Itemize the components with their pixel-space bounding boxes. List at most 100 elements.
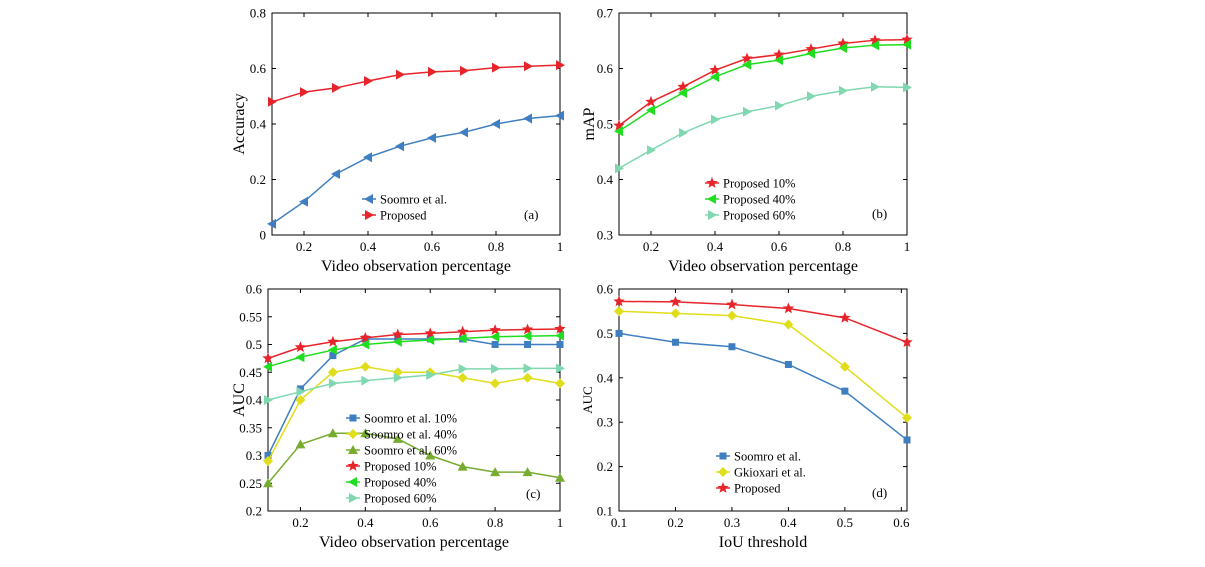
panel-c-data-point [456, 325, 469, 337]
panel-c-data-point [393, 372, 403, 383]
panel-c-data-point [392, 336, 402, 347]
panel-b-data-point [647, 145, 656, 156]
panel-d-data-point [671, 338, 679, 346]
panel-a-data-point [395, 141, 404, 152]
panel-c-data-point [327, 367, 338, 378]
panel-c-ylabel: AUC [231, 383, 248, 417]
panel-b-data-point [743, 106, 752, 117]
panel-c-series-4 [263, 330, 564, 372]
panel-a-data-point [459, 127, 468, 138]
panel-c-data-point [360, 339, 370, 350]
panel-b-data-point [773, 48, 785, 60]
panel-d-data-point [784, 360, 792, 368]
panel-c-data-point [458, 363, 468, 374]
panel-a-data-point [524, 61, 533, 72]
panel-b-data-point [709, 64, 721, 76]
panel-d-series-2 [613, 295, 913, 348]
panel-b-data-point [645, 95, 657, 107]
panel-c-series-line [267, 367, 560, 401]
panel-b-series-line [618, 43, 908, 132]
panel-b-legend-label: Proposed 60% [723, 209, 796, 223]
panel-c-xtick-label: 0.8 [487, 515, 503, 530]
panel-c-data-point [263, 361, 272, 372]
panel-c-data-point [328, 378, 338, 389]
panel-a-ylabel: Accuracy [231, 93, 248, 154]
panel-d-xtick-label: 0.6 [893, 515, 910, 530]
panel-c-data-point [295, 352, 305, 363]
panel-c-legend-label: Soomro et al. 60% [364, 444, 457, 458]
panel-d-legend-marker [719, 452, 727, 460]
panel-d-legend-label: Proposed [734, 482, 781, 496]
panel-b: 0.2 0.4 0.6 0.8 1 0.3 0.4 0.5 0.6 0.7 Video observ… [581, 6, 913, 275]
panel-d-series-line [618, 310, 908, 419]
panel-d-data-point [670, 308, 681, 319]
panel-a-xtick-label: 0.4 [360, 239, 377, 254]
panel-d-ytick-label: 0.2 [597, 459, 613, 474]
panel-c-data-point [522, 331, 532, 342]
panel-a-data-point [428, 66, 437, 77]
panel-b-data-point [838, 42, 847, 53]
panel-c-data-point [556, 363, 565, 374]
panel-c-series-5 [264, 363, 565, 405]
panel-a-ytick-label: 0 [260, 228, 267, 243]
panel-a-series-1 [268, 60, 565, 107]
panel-d-xlabel: IoU threshold [719, 534, 807, 551]
panel-b-data-point [615, 163, 624, 174]
panel-c-xtick-label: 0.2 [292, 515, 308, 530]
panel-c-data-point [295, 439, 306, 449]
panel-b-xlabel: Video observation percentage [668, 258, 858, 275]
panel-c-data-point [426, 370, 436, 381]
panel-d-series-1 [614, 306, 912, 423]
panel-c-ytick-label: 0.55 [239, 309, 262, 324]
panel-d-xtick-label: 0.2 [667, 515, 683, 530]
panel-d-data-point [782, 302, 795, 314]
panel-b-xtick-label: 0.4 [707, 239, 724, 254]
panel-c-series-2 [263, 428, 565, 488]
panel-c-ytick-label: 0.25 [239, 476, 262, 491]
panel-c-legend-marker [349, 493, 358, 503]
panel-b-legend-marker [708, 210, 717, 220]
panel-d-data-point [839, 361, 850, 372]
panel-c-data-point [522, 372, 533, 383]
panel-a-data-point [267, 218, 276, 229]
panel-c-data-point [490, 378, 501, 389]
panel-c-ytick-label: 0.5 [246, 337, 262, 352]
panel-b-data-point [839, 85, 848, 96]
panel-a-xlabel: Video observation percentage [321, 258, 511, 275]
panel-a-data-point [396, 69, 405, 80]
panel-d-data-point [902, 412, 912, 423]
panel-c-legend-label: Proposed 60% [364, 492, 437, 506]
panel-c-data-point [490, 467, 501, 477]
panel-c-legend-label: Proposed 40% [364, 476, 437, 490]
panel-b-data-point [903, 82, 912, 93]
panel-d-ytick-label: 0.4 [597, 370, 614, 385]
panel-a-data-point [364, 75, 373, 86]
panel-c-xtick-label: 1 [557, 515, 564, 530]
panel-b-series-line [618, 38, 908, 127]
panel-d-data-point [614, 306, 624, 317]
panel-c-legend-label: Proposed 10% [364, 460, 437, 474]
panel-d-xtick-label: 0.4 [780, 515, 797, 530]
panel-c-data-point [263, 478, 273, 488]
panel-d-data-point [726, 310, 737, 321]
panel-b-data-point [742, 59, 751, 70]
panel-b-data-point [741, 52, 753, 64]
panel-a-legend-label: Soomro et al. [380, 193, 447, 207]
panel-a-data-point [300, 87, 309, 98]
panel-a-data-point [363, 152, 372, 163]
panel-c-legend-marker [348, 429, 358, 439]
panel-c-legend-marker [348, 477, 357, 487]
panel-c-tag: (c) [526, 486, 540, 501]
panel-d-data-point [726, 298, 738, 310]
panel-b-data-point [869, 34, 881, 46]
panel-b-xtick-label: 1 [904, 239, 911, 254]
panel-c-data-point [392, 433, 403, 443]
panel-a-ytick-label: 0.8 [250, 6, 266, 21]
panel-a-xtick-label: 0.2 [296, 239, 312, 254]
panel-d-data-point [615, 329, 623, 337]
panel-c-xtick-label: 0.6 [422, 515, 439, 530]
panel-a-data-point [268, 96, 277, 107]
panel-a-data-point [332, 82, 341, 93]
panel-c-data-point [361, 375, 371, 386]
panel-d-data-point [783, 319, 794, 330]
